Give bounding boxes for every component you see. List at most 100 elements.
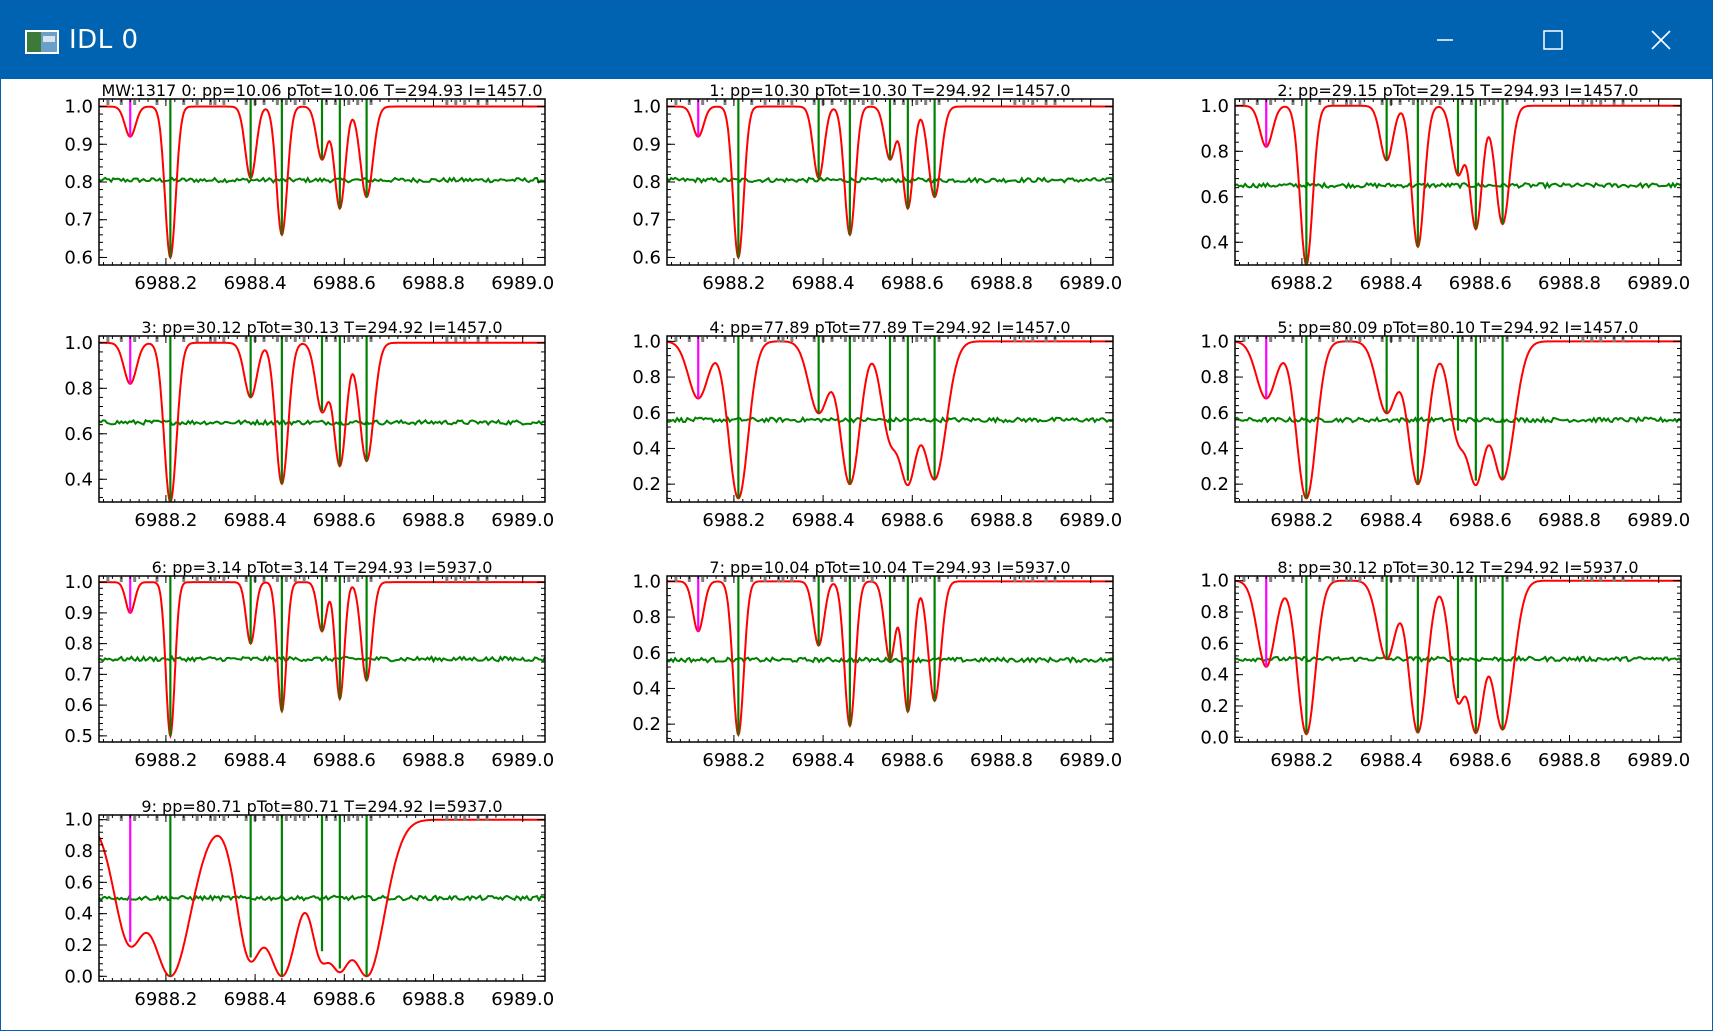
x-tick-label: 6988.4 xyxy=(792,273,855,294)
y-tick-label: 1.0 xyxy=(1200,96,1229,117)
y-tick-label: 0.7 xyxy=(632,210,661,231)
y-tick-label: 0.8 xyxy=(64,378,93,399)
x-tick-label: 6989.0 xyxy=(1059,750,1122,771)
y-tick-label: 0.4 xyxy=(632,678,661,699)
y-tick-label: 1.0 xyxy=(632,97,661,118)
y-tick-label: 0.6 xyxy=(632,643,661,664)
x-tick-label: 6988.2 xyxy=(1270,750,1333,771)
y-tick-label: 1.0 xyxy=(1200,571,1229,592)
y-tick-label: 1.0 xyxy=(632,331,661,352)
y-tick-label: 0.5 xyxy=(64,726,93,747)
model-spectrum-line xyxy=(667,105,1113,260)
y-tick-label: 0.4 xyxy=(1200,232,1229,253)
y-tick-label: 0.8 xyxy=(1200,141,1229,162)
y-tick-label: 0.8 xyxy=(632,607,661,628)
residual-line xyxy=(1235,181,1681,190)
model-spectrum-line xyxy=(1235,579,1681,736)
x-tick-label: 6988.2 xyxy=(134,750,197,771)
y-tick-label: 0.6 xyxy=(1200,403,1229,424)
y-tick-label: 0.7 xyxy=(64,210,93,231)
x-tick-label: 6988.8 xyxy=(402,750,465,771)
x-tick-label: 6988.4 xyxy=(1360,510,1423,531)
maximize-button[interactable] xyxy=(1499,1,1607,79)
model-spectrum-line xyxy=(99,341,545,502)
spectrum-panel-3: 6988.2 6988.4 6988.6 6988.8 6989.0 0.4 0.6 0.8 1… xyxy=(64,318,554,531)
panel-title: 5: pp=80.09 pTot=80.10 T=294.92 I=1457.0 xyxy=(1277,318,1638,337)
y-tick-label: 1.0 xyxy=(64,333,93,354)
x-tick-label: 6988.8 xyxy=(402,510,465,531)
x-tick-label: 6988.8 xyxy=(970,510,1033,531)
x-tick-label: 6988.6 xyxy=(881,510,944,531)
x-tick-label: 6988.8 xyxy=(402,989,465,1010)
y-tick-label: 0.4 xyxy=(64,904,93,925)
panel-data-layer xyxy=(667,576,1113,738)
spectrum-panel-6: 6988.2 6988.4 6988.6 6988.8 6989.0 0.5 0.6 0.7 0… xyxy=(64,558,554,771)
x-tick-label: 6988.8 xyxy=(970,273,1033,294)
x-tick-label: 6988.2 xyxy=(134,989,197,1010)
spectrum-panel-8: 6988.2 6988.4 6988.6 6988.8 6989.0 0.0 0.2 0.4 0… xyxy=(1200,558,1690,771)
panel-data-layer xyxy=(1235,336,1681,500)
y-tick-label: 0.2 xyxy=(632,474,661,495)
x-tick-label: 6988.4 xyxy=(792,510,855,531)
spectrum-panel-0: 6988.2 6988.4 6988.6 6988.8 6989.0 0.6 0.7 0.8 0… xyxy=(64,81,554,294)
model-spectrum-line xyxy=(1235,104,1681,265)
panel-data-layer xyxy=(99,99,545,260)
x-tick-label: 6988.2 xyxy=(702,750,765,771)
panel-data-layer xyxy=(1235,99,1681,265)
y-tick-label: 0.2 xyxy=(1200,696,1229,717)
spectrum-panel-5: 6988.2 6988.4 6988.6 6988.8 6989.0 0.2 0.4 0.6 0… xyxy=(1200,318,1690,531)
y-tick-label: 0.9 xyxy=(64,603,93,624)
y-tick-label: 0.0 xyxy=(1200,727,1229,748)
y-tick-label: 0.2 xyxy=(64,935,93,956)
y-tick-label: 0.9 xyxy=(64,134,93,155)
x-tick-label: 6988.8 xyxy=(1538,510,1601,531)
x-tick-label: 6988.2 xyxy=(1270,510,1333,531)
spectra-plot-grid: 6988.2 6988.4 6988.6 6988.8 6989.0 0.6 0.7 0.8 0… xyxy=(64,81,1690,1010)
x-tick-label: 6988.2 xyxy=(1270,273,1333,294)
x-tick-label: 6989.0 xyxy=(1627,273,1690,294)
y-tick-label: 0.6 xyxy=(632,247,661,268)
panel-data-layer xyxy=(667,336,1113,500)
x-tick-label: 6988.6 xyxy=(1449,510,1512,531)
y-tick-label: 0.2 xyxy=(632,714,661,735)
minimize-icon xyxy=(1437,39,1453,41)
panel-frame xyxy=(666,335,1114,503)
x-tick-label: 6988.2 xyxy=(134,510,197,531)
x-tick-label: 6989.0 xyxy=(491,273,554,294)
x-tick-label: 6988.4 xyxy=(1360,750,1423,771)
y-tick-label: 0.0 xyxy=(64,966,93,987)
x-tick-label: 6988.6 xyxy=(313,510,376,531)
title-bar[interactable]: IDL 0 xyxy=(1,1,1712,79)
panel-data-layer xyxy=(99,576,545,739)
x-tick-label: 6988.6 xyxy=(1449,273,1512,294)
y-tick-label: 1.0 xyxy=(64,97,93,118)
x-tick-label: 6989.0 xyxy=(491,750,554,771)
x-tick-label: 6988.2 xyxy=(134,273,197,294)
x-tick-label: 6988.4 xyxy=(224,510,287,531)
x-tick-label: 6988.6 xyxy=(313,273,376,294)
model-spectrum-line xyxy=(1235,340,1681,500)
model-spectrum-line xyxy=(667,340,1113,500)
panel-title: 1: pp=10.30 pTot=10.30 T=294.92 I=1457.0 xyxy=(709,81,1070,100)
x-tick-label: 6989.0 xyxy=(491,510,554,531)
x-tick-label: 6989.0 xyxy=(1059,510,1122,531)
x-tick-label: 6988.8 xyxy=(402,273,465,294)
close-button[interactable] xyxy=(1607,1,1713,79)
panel-data-layer xyxy=(1235,576,1681,736)
y-tick-label: 0.9 xyxy=(632,134,661,155)
x-tick-label: 6989.0 xyxy=(491,989,554,1010)
x-tick-label: 6988.8 xyxy=(1538,750,1601,771)
y-tick-label: 0.2 xyxy=(1200,474,1229,495)
minimize-button[interactable] xyxy=(1391,1,1499,79)
y-tick-label: 0.8 xyxy=(632,172,661,193)
panel-frame xyxy=(1234,98,1682,266)
x-tick-label: 6988.4 xyxy=(224,273,287,294)
y-tick-label: 0.6 xyxy=(64,424,93,445)
spectrum-panel-4: 6988.2 6988.4 6988.6 6988.8 6989.0 0.2 0.4 0.6 0… xyxy=(632,318,1122,531)
x-tick-label: 6988.6 xyxy=(881,750,944,771)
panel-title: 9: pp=80.71 pTot=80.71 T=294.92 I=5937.0 xyxy=(141,797,502,816)
panel-data-layer xyxy=(99,336,545,502)
panel-frame xyxy=(1234,575,1682,743)
y-tick-label: 0.8 xyxy=(1200,602,1229,623)
spectrum-panel-2: 6988.2 6988.4 6988.6 6988.8 6989.0 0.4 0.6 0.8 1… xyxy=(1200,81,1690,294)
